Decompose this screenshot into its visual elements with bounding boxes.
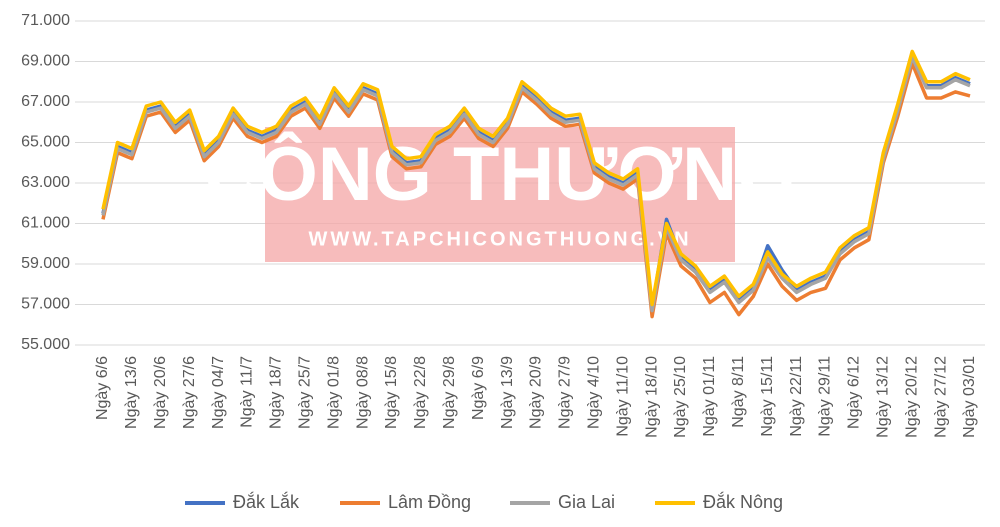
x-tick-label: Ngày 27/6	[181, 356, 198, 429]
y-tick-label: 67.000	[21, 93, 70, 110]
y-tick-label: 61.000	[21, 215, 70, 232]
watermark-title: CÔNG THƯƠNG	[204, 132, 796, 217]
x-tick-label: Ngày 18/10	[643, 356, 660, 438]
legend-label: Đắk Nông	[703, 491, 783, 512]
x-tick-label: Ngày 20/6	[152, 356, 169, 429]
y-tick-label: 69.000	[21, 53, 70, 70]
x-tick-label: Ngày 04/7	[210, 356, 227, 429]
x-tick-label: Ngày 6/12	[846, 356, 863, 429]
x-tick-label: Ngày 11/7	[239, 356, 256, 428]
x-tick-label: Ngày 01/11	[701, 356, 718, 437]
legend-label: Lâm Đồng	[388, 492, 471, 512]
x-tick-label: Ngày 27/12	[932, 356, 949, 438]
x-tick-label: Ngày 8/11	[730, 356, 747, 428]
x-tick-label: Ngày 15/11	[759, 356, 776, 437]
x-tick-label: Ngày 11/10	[614, 356, 631, 437]
y-tick-label: 65.000	[21, 134, 70, 151]
x-tick-label: Ngày 20/12	[903, 356, 920, 438]
legend-label: Đắk Lắk	[233, 491, 300, 512]
watermark-url: WWW.TAPCHICONGTHUONG.VN	[308, 228, 691, 250]
x-tick-label: Ngày 03/01	[961, 356, 978, 438]
x-tick-label: Ngày 20/9	[528, 356, 545, 429]
x-tick-label: Ngày 08/8	[354, 356, 371, 429]
x-tick-label: Ngày 4/10	[586, 356, 603, 429]
x-tick-label: Ngày 15/8	[383, 356, 400, 429]
y-tick-label: 55.000	[21, 336, 70, 353]
x-tick-label: Ngày 18/7	[268, 356, 285, 429]
x-tick-label: Ngày 22/8	[412, 356, 429, 429]
x-tick-label: Ngày 29/11	[817, 356, 834, 437]
x-tick-label: Ngày 01/8	[325, 356, 342, 429]
x-tick-label: Ngày 13/12	[875, 356, 892, 438]
series-line	[101, 61, 971, 319]
y-tick-label: 71.000	[21, 12, 70, 29]
series-line	[101, 55, 971, 313]
series-line	[101, 49, 971, 307]
y-tick-label: 57.000	[21, 296, 70, 313]
x-tick-label: Ngày 29/8	[441, 356, 458, 429]
x-tick-label: Ngày 27/9	[557, 356, 574, 429]
x-tick-label: Ngày 25/10	[672, 356, 689, 438]
watermark-box	[265, 127, 735, 262]
x-tick-label: Ngày 13/9	[499, 356, 516, 429]
x-tick-label: Ngày 13/6	[123, 356, 140, 429]
y-tick-label: 63.000	[21, 174, 70, 191]
x-tick-label: Ngày 6/6	[94, 356, 111, 420]
legend-label: Gia Lai	[558, 492, 615, 512]
x-tick-label: Ngày 22/11	[788, 356, 805, 437]
x-tick-label: Ngày 25/7	[297, 356, 314, 429]
x-tick-label: Ngày 6/9	[470, 356, 487, 420]
y-tick-label: 59.000	[21, 255, 70, 272]
